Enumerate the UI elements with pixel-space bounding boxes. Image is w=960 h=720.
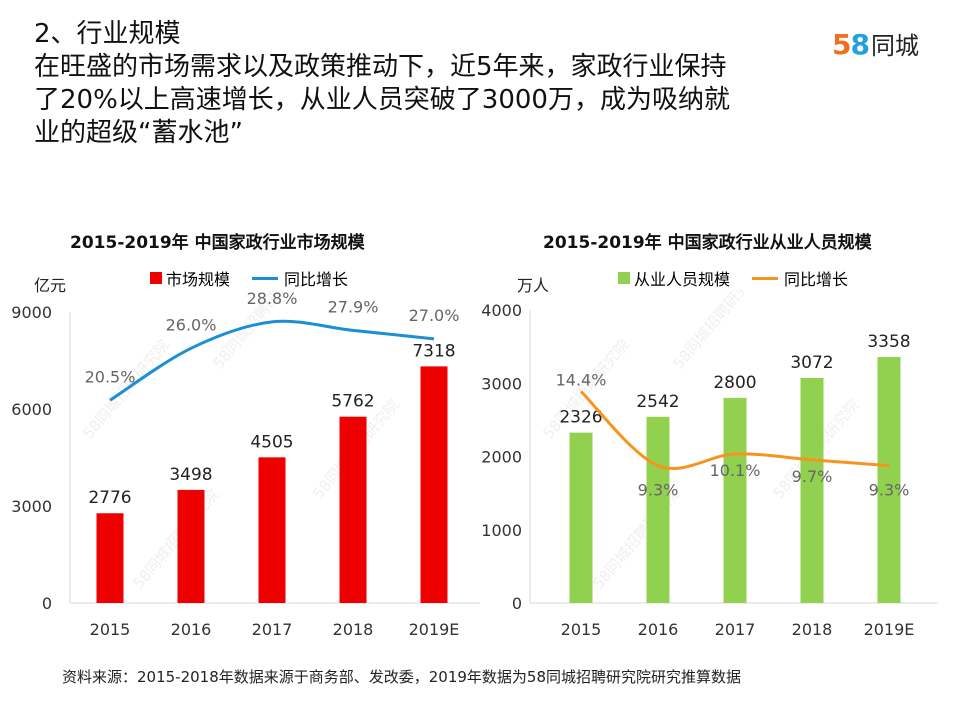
growth-value-label: 9.3% (869, 481, 910, 500)
y-tick-label: 4000 (481, 301, 522, 320)
growth-value-label: 27.9% (328, 297, 379, 316)
y-tick-label: 1000 (481, 521, 522, 540)
x-tick-label: 2019E (864, 620, 915, 639)
legend-swatch-line (752, 276, 779, 280)
logo-digit-5: 5 (832, 28, 852, 61)
bar-value-label: 2326 (559, 408, 602, 428)
company-logo: 5 8 同城 (832, 26, 919, 61)
x-tick-label: 2018 (333, 620, 374, 639)
legend-label-bar: 市场规模 (166, 270, 231, 289)
bar-2015 (569, 432, 593, 603)
growth-value-label: 27.0% (409, 306, 460, 325)
logo-text: 同城 (870, 32, 919, 60)
bar-value-label: 3072 (790, 353, 833, 373)
section-heading: 2、行业规模 (34, 19, 181, 49)
y-tick-label: 6000 (11, 400, 52, 419)
y-tick-label: 2000 (481, 448, 522, 467)
bar-value-label: 5762 (331, 392, 374, 412)
legend-workforce: 从业人员规模 同比增长 (618, 266, 848, 290)
data-source-note: 资料来源：2015-2018年数据来源于商务部、发改委，2019年数据为58同城… (62, 668, 742, 686)
growth-line (579, 390, 890, 471)
y-tick-label: 3000 (11, 497, 52, 516)
headline-line-3: 业的超级“蓄水池” (34, 118, 243, 148)
legend-swatch-bar (150, 272, 162, 284)
logo-digit-8: 8 (850, 28, 870, 61)
growth-value-label: 9.3% (638, 481, 679, 500)
legend-label-line: 同比增长 (784, 270, 849, 289)
headline-line-2: 了20%以上高速增长，从业人员突破了3000万，成为吸纳就 (34, 85, 730, 115)
bar-value-label: 7318 (412, 341, 455, 361)
x-tick-label: 2017 (715, 620, 756, 639)
bar-value-label: 3498 (169, 465, 212, 485)
y-tick-label: 3000 (481, 374, 522, 393)
bar-2017 (258, 457, 286, 603)
headline-line-1: 在旺盛的市场需求以及政策推动下，近5年来，家政行业保持 (34, 52, 727, 82)
legend-market: 市场规模 同比增长 (150, 266, 348, 290)
growth-value-label: 10.1% (710, 461, 761, 480)
bar-value-label: 2542 (636, 392, 679, 412)
bar-2016 (646, 416, 670, 603)
chart-title-workforce: 2015-2019年 中国家政行业从业人员规模 (543, 233, 872, 253)
bar-value-label: 2776 (88, 488, 131, 508)
legend-label-bar: 从业人员规模 (634, 270, 731, 289)
growth-value-label: 9.7% (792, 467, 833, 486)
growth-value-label: 20.5% (85, 367, 136, 386)
workforce-chart: 58同城招聘研究院58同城招聘研究院58同城招聘研究院58同城招聘研究院0100… (481, 290, 938, 639)
watermark-text: 58同城招聘研究院 (129, 486, 223, 593)
y-unit-workforce: 万人 (517, 276, 550, 295)
x-tick-label: 2017 (252, 620, 293, 639)
chart-title-market: 2015-2019年 中国家政行业市场规模 (70, 233, 365, 253)
bar-2019E (877, 357, 901, 603)
growth-value-label: 28.8% (247, 290, 298, 308)
legend-label-line: 同比增长 (284, 270, 349, 289)
x-tick-label: 2019E (409, 620, 460, 639)
growth-value-label: 14.4% (556, 370, 607, 389)
x-tick-label: 2015 (561, 620, 602, 639)
legend-swatch-line (252, 276, 279, 280)
x-tick-label: 2016 (171, 620, 212, 639)
legend-swatch-bar (618, 272, 630, 284)
bar-2016 (177, 489, 205, 603)
bar-2018 (339, 416, 367, 603)
bar-2017 (723, 397, 747, 603)
growth-line (109, 319, 435, 402)
bar-2019E (420, 366, 448, 603)
bar-2015 (96, 513, 124, 603)
y-tick-label: 0 (512, 594, 522, 613)
x-tick-label: 2018 (792, 620, 833, 639)
y-tick-label: 9000 (11, 303, 52, 322)
bar-value-label: 2800 (713, 373, 756, 393)
bar-value-label: 4505 (250, 432, 293, 452)
y-unit-market: 亿元 (34, 276, 67, 295)
market-size-chart: 58同城招聘研究院58同城招聘研究院58同城招聘研究院58同城招聘研究院0300… (11, 290, 480, 639)
page-header: 2、行业规模 在旺盛的市场需求以及政策推动下，近5年来，家政行业保持 了20%以… (34, 18, 834, 150)
y-tick-label: 0 (42, 594, 52, 613)
bar-2018 (800, 377, 824, 603)
x-tick-label: 2015 (90, 620, 131, 639)
growth-value-label: 26.0% (166, 315, 217, 334)
bar-value-label: 3358 (867, 332, 910, 352)
x-tick-label: 2016 (638, 620, 679, 639)
watermark-text: 58同城招聘研究院 (669, 290, 763, 373)
